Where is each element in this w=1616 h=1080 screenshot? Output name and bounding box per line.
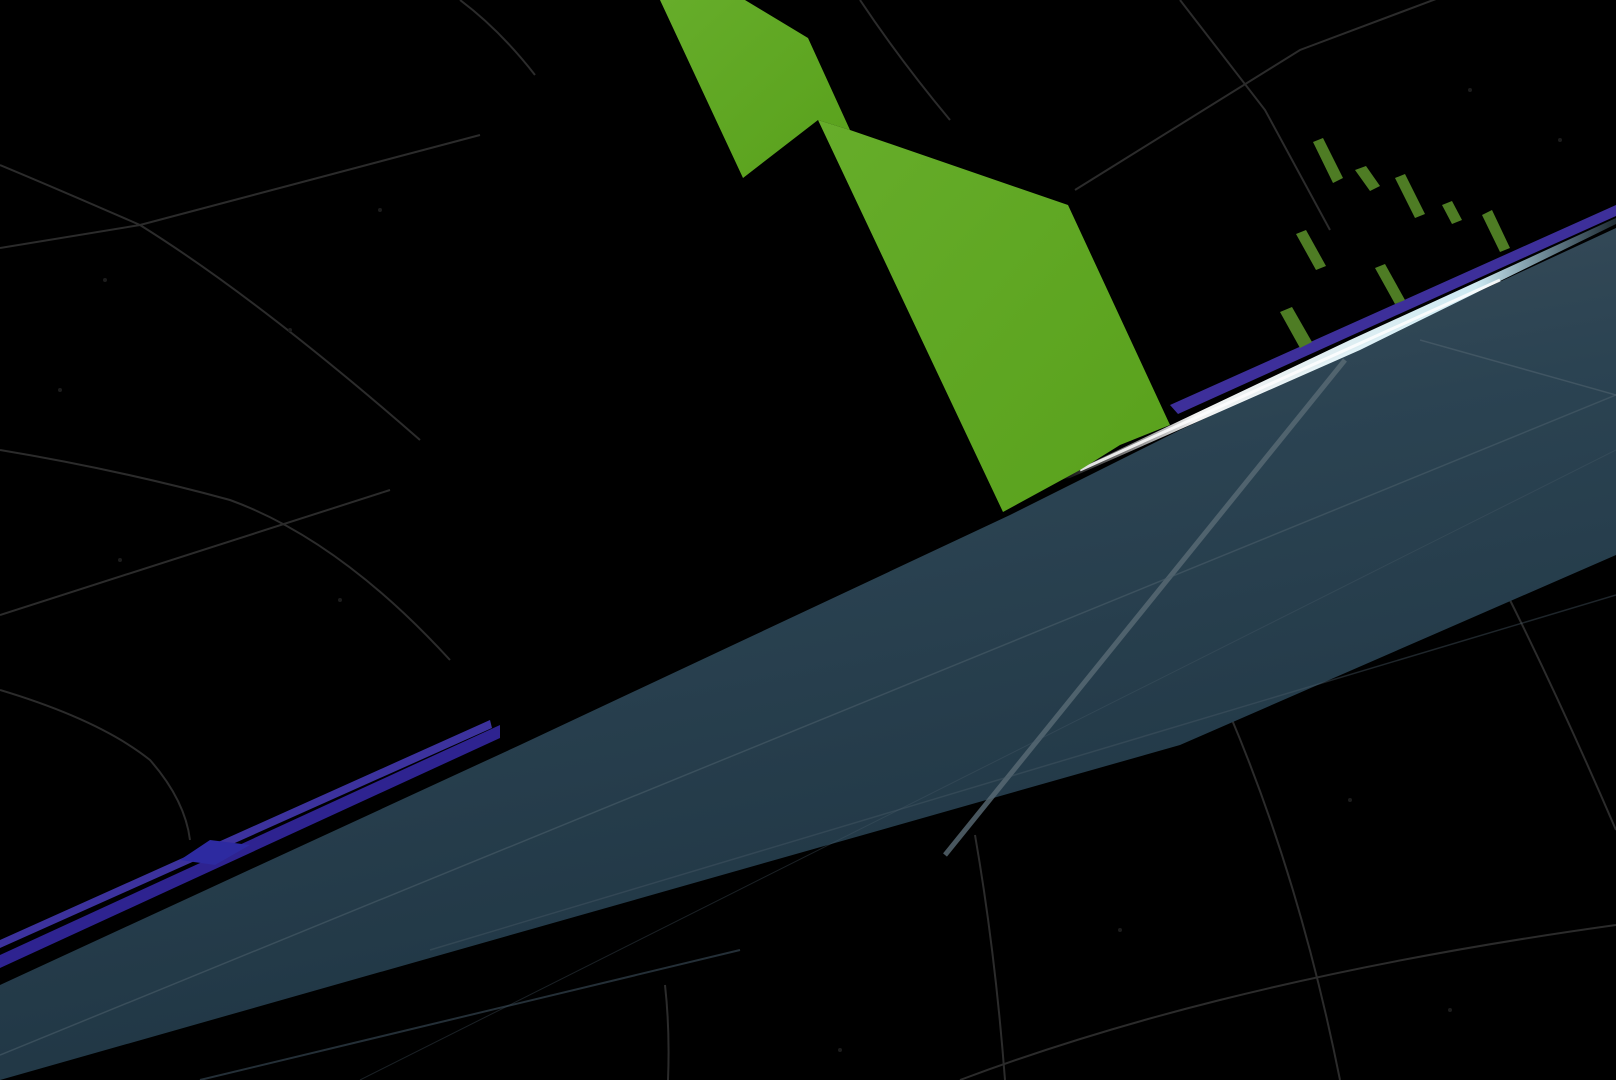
grid-line — [0, 164, 421, 441]
grid-line — [959, 924, 1616, 1080]
grid-line — [459, 0, 536, 76]
grid-dots — [58, 88, 1562, 1052]
player-track — [0, 228, 1616, 1080]
grid-line — [859, 0, 951, 121]
grid-line — [664, 984, 670, 1080]
grid-line — [0, 489, 391, 616]
purple-rail-right — [1170, 205, 1616, 414]
green-spike-obstacle — [660, 0, 1170, 512]
track-glow-edge — [1055, 218, 1616, 480]
grid-line — [0, 449, 451, 661]
grid-line — [0, 689, 191, 841]
track-lines — [0, 339, 1616, 1080]
grid-line — [1504, 589, 1616, 831]
purple-rail — [0, 720, 500, 968]
grid-line — [1229, 714, 1341, 1080]
grid-line — [974, 834, 1006, 1080]
distant-spike-row — [1280, 138, 1510, 348]
grid-line — [0, 134, 481, 249]
grid-line — [1074, 0, 1437, 191]
grid-line — [1179, 0, 1331, 231]
